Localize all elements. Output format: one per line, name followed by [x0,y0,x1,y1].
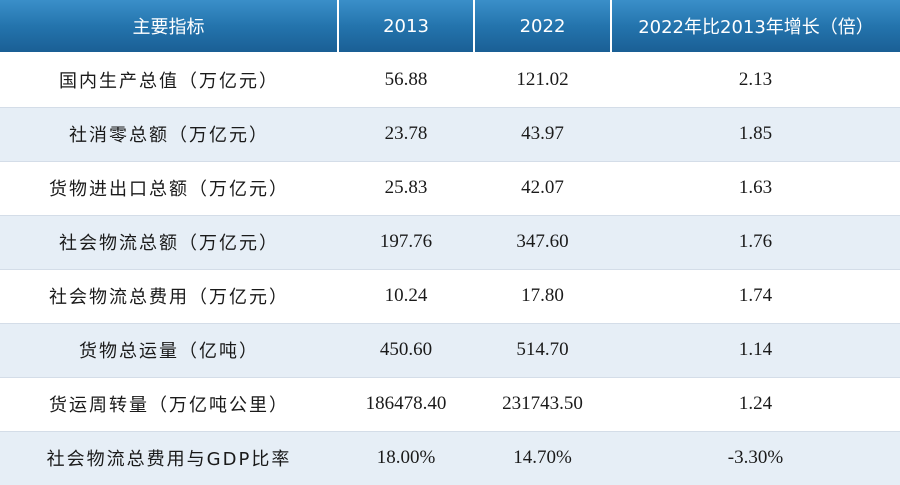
header-year-2022: 2022 [474,0,612,54]
value-2013: 186478.40 [338,377,474,432]
value-2013: 25.83 [338,161,474,216]
value-growth: 1.76 [611,215,900,270]
header-indicator: 主要指标 [0,0,339,54]
value-2022: 42.07 [474,161,611,216]
value-growth: -3.30% [611,431,900,485]
value-2013: 10.24 [338,269,474,324]
value-growth: 1.63 [611,161,900,216]
value-2013: 197.76 [338,215,474,270]
value-2022: 231743.50 [474,377,611,432]
row-label: 货运周转量（万亿吨公里） [0,377,338,432]
row-label: 国内生产总值（万亿元） [0,53,338,108]
value-2022: 17.80 [474,269,611,324]
table-row: 国内生产总值（万亿元） 56.88 121.02 2.13 [0,53,900,108]
row-label: 社消零总额（万亿元） [0,107,338,162]
value-growth: 1.74 [611,269,900,324]
value-2022: 14.70% [474,431,611,485]
header-growth-ratio: 2022年比2013年增长（倍） [611,0,900,54]
row-label: 社会物流总费用与GDP比率 [0,431,338,485]
value-2013: 18.00% [338,431,474,485]
table-header-row: 主要指标 2013 2022 2022年比2013年增长（倍） [0,0,900,54]
table-row: 社会物流总额（万亿元） 197.76 347.60 1.76 [0,215,900,270]
table-row: 货物进出口总额（万亿元） 25.83 42.07 1.63 [0,161,900,216]
row-label: 货物进出口总额（万亿元） [0,161,338,216]
value-growth: 1.24 [611,377,900,432]
table-row: 社会物流总费用（万亿元） 10.24 17.80 1.74 [0,269,900,324]
row-label: 社会物流总费用（万亿元） [0,269,338,324]
table-row: 货运周转量（万亿吨公里） 186478.40 231743.50 1.24 [0,377,900,432]
table-row: 货物总运量（亿吨） 450.60 514.70 1.14 [0,323,900,378]
row-label: 货物总运量（亿吨） [0,323,338,378]
value-growth: 1.85 [611,107,900,162]
value-2013: 23.78 [338,107,474,162]
value-growth: 1.14 [611,323,900,378]
header-year-2013: 2013 [338,0,475,54]
value-2013: 450.60 [338,323,474,378]
value-2022: 43.97 [474,107,611,162]
value-2022: 121.02 [474,53,611,108]
value-growth: 2.13 [611,53,900,108]
table-row: 社消零总额（万亿元） 23.78 43.97 1.85 [0,107,900,162]
value-2022: 514.70 [474,323,611,378]
value-2013: 56.88 [338,53,474,108]
table-row: 社会物流总费用与GDP比率 18.00% 14.70% -3.30% [0,431,900,485]
row-label: 社会物流总额（万亿元） [0,215,338,270]
value-2022: 347.60 [474,215,611,270]
